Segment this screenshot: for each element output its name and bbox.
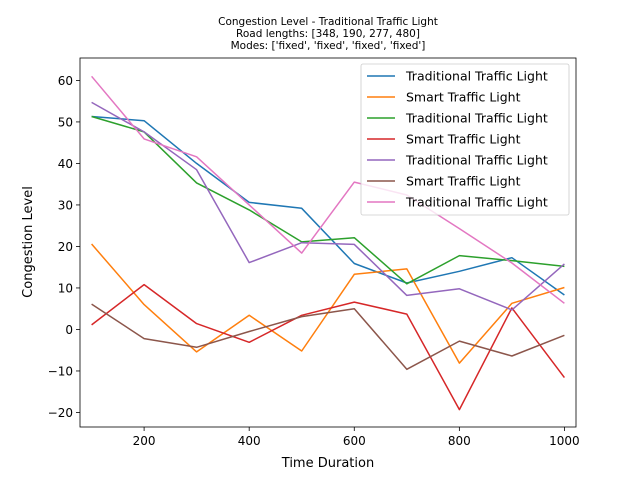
y-tick-label: 10 bbox=[58, 281, 73, 295]
legend-label-5: Traditional Traffic Light bbox=[405, 153, 548, 168]
y-tick-label: 30 bbox=[58, 198, 73, 212]
legend: Traditional Traffic Light Smart Traffic L… bbox=[360, 63, 570, 216]
y-tick-label: 60 bbox=[58, 74, 73, 88]
x-tick-label: 400 bbox=[238, 434, 261, 448]
series-line-1 bbox=[91, 115, 565, 296]
legend-label-7: Traditional Traffic Light bbox=[405, 195, 548, 210]
series-line-4 bbox=[91, 283, 565, 411]
series-line-6 bbox=[91, 303, 565, 371]
legend-label-3: Traditional Traffic Light bbox=[405, 111, 548, 126]
y-tick-label: 40 bbox=[58, 157, 73, 171]
x-axis-label: Time Duration bbox=[281, 456, 374, 471]
series-line-5 bbox=[91, 101, 565, 311]
y-tick-label: 50 bbox=[58, 115, 73, 129]
x-tick-label: 1000 bbox=[549, 434, 580, 448]
y-axis-label: Congestion Level bbox=[21, 186, 36, 298]
title-line-3: Modes: ['fixed', 'fixed', 'fixed', 'fixe… bbox=[231, 40, 426, 52]
y-tick-label: −10 bbox=[48, 364, 73, 378]
series-layer bbox=[91, 75, 565, 411]
title-line-2: Road lengths: [348, 190, 277, 480] bbox=[236, 28, 420, 40]
legend-label-4: Smart Traffic Light bbox=[406, 132, 521, 147]
chart-title: Congestion Level - Traditional Traffic L… bbox=[218, 16, 438, 52]
legend-label-1: Traditional Traffic Light bbox=[405, 69, 548, 84]
series-line-3 bbox=[91, 115, 565, 285]
x-tick-label: 600 bbox=[343, 434, 366, 448]
x-axis-ticks: 200 400 600 800 1000 bbox=[133, 427, 580, 448]
x-tick-label: 800 bbox=[448, 434, 471, 448]
y-tick-label: −20 bbox=[48, 406, 73, 420]
legend-label-6: Smart Traffic Light bbox=[406, 174, 521, 189]
title-line-1: Congestion Level - Traditional Traffic L… bbox=[218, 16, 438, 28]
x-tick-label: 200 bbox=[133, 434, 156, 448]
y-tick-label: 20 bbox=[58, 240, 73, 254]
plot-frame bbox=[79, 57, 577, 428]
series-line-7 bbox=[91, 75, 565, 304]
y-tick-label: 0 bbox=[65, 323, 73, 337]
y-axis-ticks: −20 −10 0 10 20 30 40 50 60 bbox=[48, 74, 80, 420]
legend-box bbox=[360, 63, 570, 216]
legend-label-2: Smart Traffic Light bbox=[406, 90, 521, 105]
